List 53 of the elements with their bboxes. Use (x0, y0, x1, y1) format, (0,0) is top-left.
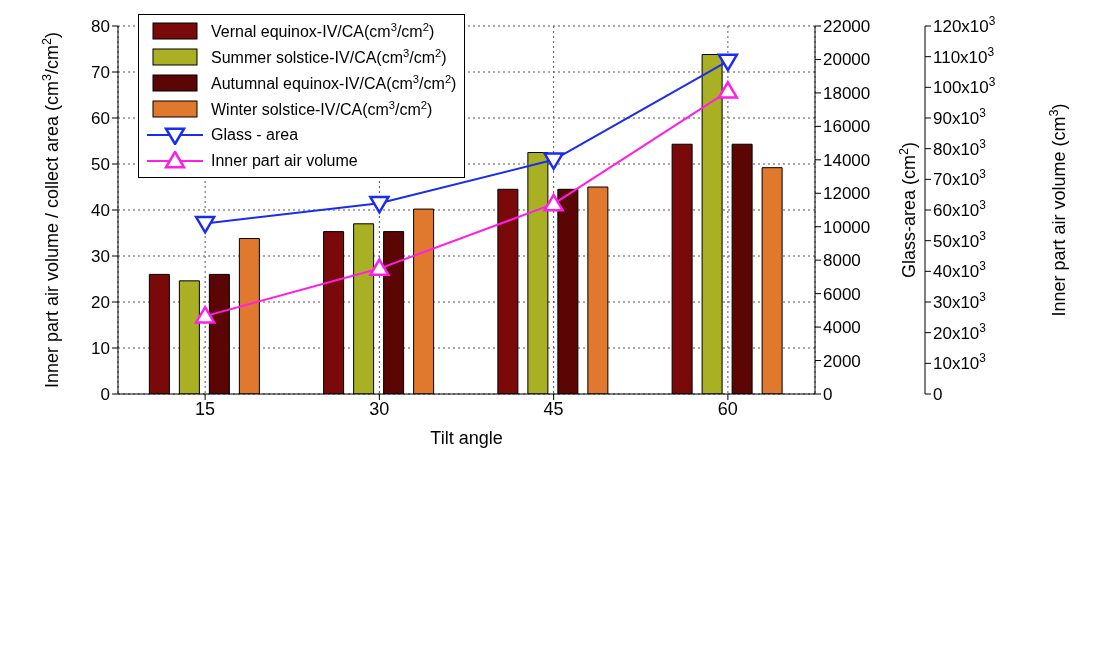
y3-tick-label: 0 (933, 385, 943, 404)
y3-tick-label: 90x10$^{3}$ (933, 106, 987, 128)
y2-tick-label: 22000 (823, 17, 871, 36)
y-tick-label: 20 (91, 293, 110, 312)
y2-tick-label: 8000 (823, 251, 861, 271)
y-tick-label: 0 (100, 385, 110, 404)
y-tick-label: 10 (91, 339, 110, 358)
y3-tick-label: 80x10$^{3}$ (933, 136, 987, 159)
x-axis-title: Tilt angle (430, 428, 503, 448)
y2-tick-label: 0 (823, 385, 833, 404)
point (543, 152, 564, 171)
point (717, 81, 739, 99)
y3-tick-label: 110x10$^{3}$ (933, 44, 995, 67)
legend-label: Vernal equinox-IV/CA(cm$^{3}$/cm$^{2}$) (211, 20, 435, 41)
y2-tick-label: 18000 (823, 83, 871, 103)
y3-tick-label: 120x10$^{3}$ (933, 14, 996, 36)
y2-tick-label: 2000 (823, 351, 861, 371)
y-tick-label: 30 (91, 247, 110, 266)
y-tick-label: 70 (91, 63, 110, 82)
x-tick-label: 60 (717, 398, 738, 419)
y3-tick-label: 30x10$^{3}$ (933, 290, 987, 312)
legend-label: Glass - area (211, 126, 299, 143)
legend-label: Inner part air volume (211, 152, 358, 169)
y2-tick-label: 12000 (823, 184, 871, 204)
y3-tick-label: 50x10$^{3}$ (933, 228, 987, 251)
legend-label: Autumnal equinox-IV/CA(cm$^{3}$/cm$^{2}$) (211, 72, 457, 93)
y3-tick-label: 40x10$^{3}$ (933, 259, 987, 282)
legend-label: Summer solstice-IV/CA(cm$^{3}$/cm$^{2}$) (211, 46, 447, 67)
point (369, 258, 390, 277)
point (369, 195, 390, 214)
legend-label: Winter solstice-IV/CA(cm$^{3}$/cm$^{2}$) (211, 98, 433, 119)
y2-tick-label: 20000 (823, 50, 871, 70)
y-tick-label: 60 (91, 109, 110, 128)
y3-tick-label: 70x10$^{3}$ (933, 167, 987, 190)
y2-tick-label: 14000 (823, 150, 871, 170)
y3-tick-label: 100x10$^{3}$ (933, 75, 996, 98)
y2-tick-label: 6000 (823, 284, 861, 304)
y-tick-label: 40 (91, 201, 110, 220)
y2-tick-label: 4000 (823, 318, 861, 338)
y2-tick-label: 10000 (823, 217, 871, 237)
point (543, 193, 564, 212)
x-tick-label: 45 (543, 398, 564, 419)
point (194, 215, 216, 234)
y3-tick-label: 10x10$^{3}$ (933, 351, 987, 374)
x-tick-label: 15 (195, 398, 216, 419)
point (194, 305, 216, 324)
point (717, 53, 739, 72)
y2-tick-label: 16000 (823, 117, 871, 137)
y-tick-label: 50 (91, 155, 110, 174)
y-tick-label: 80 (91, 17, 110, 36)
x-tick-label: 30 (369, 398, 390, 419)
y3-tick-label: 20x10$^{3}$ (933, 320, 987, 343)
y3-tick-label: 60x10$^{3}$ (933, 198, 987, 220)
